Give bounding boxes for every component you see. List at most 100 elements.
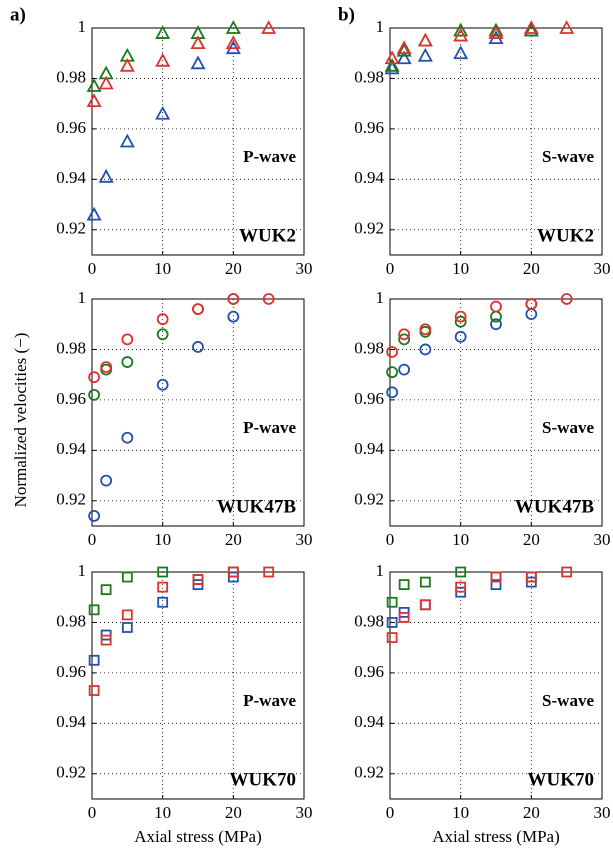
marker	[262, 293, 275, 305]
x-axis-label: Axial stress (MPa)	[432, 827, 559, 846]
plot-frame	[389, 571, 603, 800]
marker	[119, 133, 135, 148]
y-tick-label: 0.92	[354, 219, 384, 238]
marker	[100, 361, 113, 374]
marker	[121, 356, 134, 368]
y-tick-label: 0.98	[56, 67, 86, 86]
marker	[157, 566, 169, 578]
marker	[384, 50, 400, 65]
marker	[419, 576, 431, 588]
y-tick-label: 0.94	[56, 439, 86, 458]
marker	[98, 75, 114, 90]
y-tick-label: 0.92	[354, 763, 384, 782]
x-tick-label: 10	[154, 530, 171, 549]
y-tick-label: 0.98	[56, 611, 86, 630]
x-tick-label: 10	[154, 259, 171, 278]
x-tick-label: 10	[154, 803, 171, 822]
marker	[453, 45, 469, 60]
marker	[86, 93, 102, 108]
x-tick-label: 30	[594, 803, 611, 822]
x-tick-label: 10	[452, 530, 469, 549]
marker	[523, 22, 539, 37]
marker	[523, 20, 539, 34]
marker	[386, 596, 398, 608]
marker	[419, 323, 432, 336]
y-tick-label: 1	[78, 17, 87, 36]
sample-label: WUK70	[528, 769, 595, 790]
marker	[396, 40, 412, 55]
marker	[121, 431, 134, 444]
wave-label: S-wave	[542, 418, 594, 437]
y-tick-label: 1	[78, 561, 87, 580]
marker	[192, 303, 204, 315]
marker	[155, 105, 171, 120]
marker	[227, 293, 240, 305]
y-tick-label: 0.92	[56, 763, 86, 782]
marker	[396, 42, 412, 57]
marker	[525, 298, 538, 310]
y-tick-label: 0.96	[56, 389, 86, 408]
marker	[227, 310, 240, 323]
x-tick-label: 30	[296, 530, 313, 549]
y-tick-label: 0.92	[56, 219, 86, 238]
marker	[100, 634, 112, 646]
y-tick-label: 0.94	[56, 168, 86, 187]
x-tick-label: 20	[523, 803, 540, 822]
marker	[263, 566, 275, 578]
marker	[88, 685, 100, 696]
marker	[156, 378, 169, 391]
marker	[559, 20, 575, 34]
marker	[86, 206, 102, 221]
marker	[455, 566, 467, 578]
marker	[386, 386, 399, 399]
x-tick-label: 0	[88, 259, 97, 278]
marker	[525, 571, 537, 583]
marker	[396, 50, 412, 65]
plot-frame	[91, 298, 305, 527]
y-tick-label: 0.92	[354, 490, 384, 509]
marker	[454, 315, 467, 328]
y-tick-label: 0.94	[354, 712, 384, 731]
marker	[156, 328, 169, 341]
y-tick-label: 0.94	[354, 439, 384, 458]
y-tick-label: 1	[78, 288, 87, 307]
marker	[561, 566, 573, 578]
x-tick-label: 30	[594, 259, 611, 278]
marker	[100, 584, 112, 596]
marker	[398, 612, 410, 623]
y-tick-label: 0.98	[354, 611, 384, 630]
marker	[453, 22, 469, 37]
marker	[227, 566, 239, 578]
marker	[419, 343, 432, 356]
marker	[419, 599, 431, 611]
marker	[121, 333, 134, 346]
x-tick-label: 30	[296, 259, 313, 278]
marker	[488, 25, 504, 39]
marker	[155, 25, 171, 39]
x-axis-label: Axial stress (MPa)	[134, 827, 261, 846]
sample-label: WUK47B	[515, 496, 595, 517]
y-axis-label: Normalized velocities (−)	[11, 333, 30, 508]
x-tick-label: 0	[386, 803, 395, 822]
x-tick-label: 30	[296, 803, 313, 822]
marker	[490, 300, 502, 313]
y-tick-label: 0.98	[354, 338, 384, 357]
marker	[384, 60, 400, 75]
x-tick-label: 10	[452, 803, 469, 822]
marker	[453, 27, 469, 42]
marker	[157, 581, 169, 593]
marker	[192, 341, 204, 353]
marker	[386, 346, 399, 358]
marker	[121, 609, 133, 621]
marker	[225, 20, 241, 34]
marker	[190, 55, 206, 70]
y-tick-label: 1	[376, 17, 385, 36]
marker	[417, 32, 433, 47]
x-tick-label: 20	[225, 259, 242, 278]
marker	[398, 328, 411, 341]
x-tick-label: 0	[386, 530, 395, 549]
plot-frame	[389, 298, 603, 527]
x-tick-label: 20	[225, 530, 242, 549]
marker	[490, 318, 502, 331]
